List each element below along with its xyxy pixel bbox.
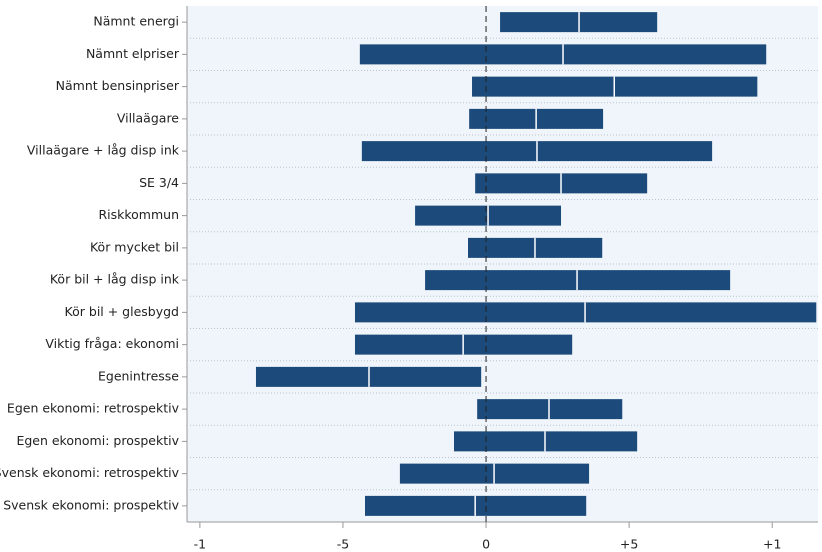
y-tick-label: Svensk ekonomi: retrospektiv — [0, 465, 180, 480]
y-tick-label: Egenintresse — [98, 368, 179, 383]
x-tick-label: -1 — [194, 537, 206, 552]
x-tick-label: 0 — [482, 537, 490, 552]
y-tick-label: Kör bil + glesbygd — [65, 304, 179, 319]
y-tick-label: Nämnt bensinpriser — [56, 78, 180, 93]
x-tick-label: +1 — [763, 537, 781, 552]
y-tick-label: Viktig fråga: ekonomi — [45, 336, 179, 351]
y-tick-label: Kör bil + låg disp ink — [50, 272, 180, 287]
y-tick-label: Nämnt elpriser — [86, 46, 180, 61]
x-tick-label: +5 — [620, 537, 638, 552]
y-tick-label: Riskkommun — [98, 207, 179, 222]
y-tick-label: SE 3/4 — [139, 175, 179, 190]
y-tick-label: Villaägare + låg disp ink — [27, 143, 180, 158]
y-tick-label: Villaägare — [117, 110, 179, 125]
y-tick-label: Egen ekonomi: prospektiv — [16, 433, 179, 448]
x-tick-label: -5 — [337, 537, 349, 552]
y-tick-label: Svensk ekonomi: prospektiv — [3, 497, 179, 512]
y-tick-label: Nämnt energi — [93, 14, 179, 29]
y-tick-label: Egen ekonomi: retrospektiv — [7, 401, 180, 416]
y-tick-label: Kör mycket bil — [90, 239, 179, 254]
